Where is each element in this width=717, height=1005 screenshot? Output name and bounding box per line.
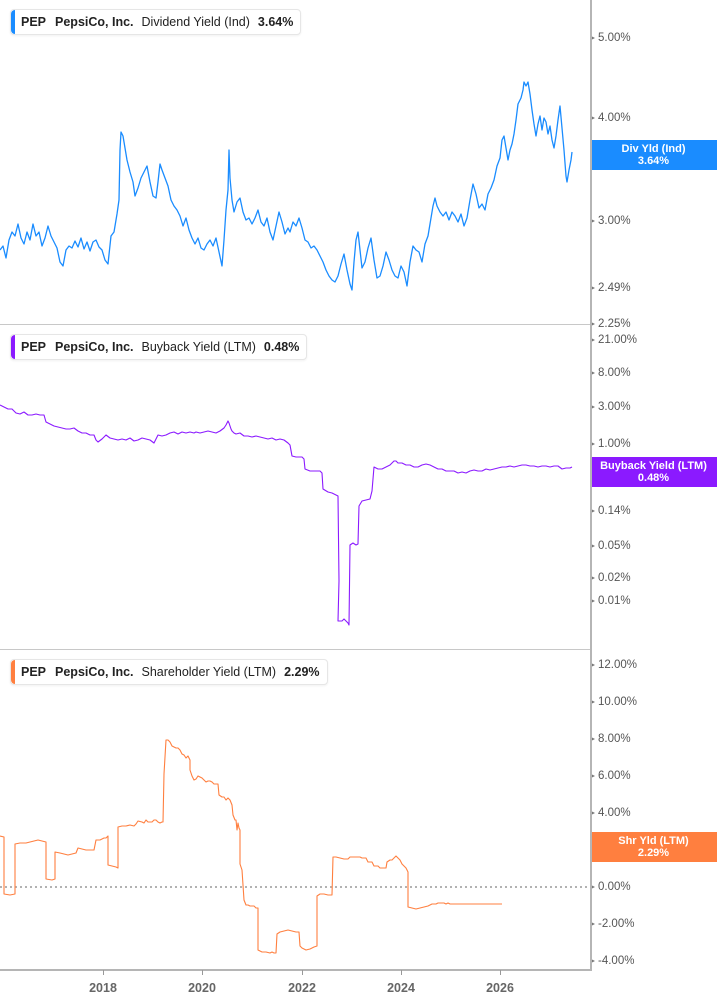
y-tick: 0.14% (591, 505, 631, 517)
shareholder-yield-panel: PEP PepsiCo, Inc. Shareholder Yield (LTM… (0, 650, 717, 970)
series-color-swatch (11, 660, 15, 684)
x-tick-mark (401, 970, 402, 975)
y-tick: 0.00% (591, 881, 631, 893)
y-tick: 8.00% (591, 367, 631, 379)
y-tick: 21.00% (590, 334, 638, 346)
x-tick-mark (302, 970, 303, 975)
x-tick-label: 2026 (486, 981, 514, 995)
y-tick: 2.49% (591, 282, 631, 294)
y-tick: 2.25% (591, 318, 631, 330)
y-tick: 0.05% (591, 540, 631, 552)
legend-company: PepsiCo, Inc. (55, 15, 134, 29)
dividend-yield-panel: PEP PepsiCo, Inc. Dividend Yield (Ind) 3… (0, 0, 717, 330)
legend-ticker: PEP (21, 15, 47, 29)
x-tick-mark (500, 970, 501, 975)
legend-metric: Shareholder Yield (LTM) (141, 665, 277, 679)
panel-divider (0, 649, 590, 650)
y-tick: 3.00% (591, 215, 631, 227)
legend-company: PepsiCo, Inc. (55, 665, 134, 679)
dividend-yield-legend: PEP PepsiCo, Inc. Dividend Yield (Ind) 3… (10, 9, 302, 35)
y-tick: -2.00% (590, 918, 635, 930)
y-tick: 5.00% (591, 32, 631, 44)
y-tick: 4.00% (591, 807, 631, 819)
y-tick: 4.00% (591, 112, 631, 124)
x-tick-label: 2024 (387, 981, 415, 995)
buyback-yield-line-plot (0, 404, 573, 626)
x-tick-label: 2018 (89, 981, 117, 995)
buyback-yield-panel: PEP PepsiCo, Inc. Buyback Yield (LTM) 0.… (0, 325, 717, 649)
buyback-yield-legend: PEP PepsiCo, Inc. Buyback Yield (LTM) 0.… (10, 334, 308, 360)
current-value-badge: Buyback Yield (LTM) 0.48% (590, 457, 717, 487)
panel-divider (0, 324, 590, 325)
y-tick: 10.00% (590, 696, 638, 708)
x-tick-mark (202, 970, 203, 975)
y-tick: 3.00% (591, 401, 631, 413)
badge-label: Shr Yld (LTM) (618, 835, 689, 847)
y-tick: 8.00% (591, 733, 631, 745)
legend-company: PepsiCo, Inc. (55, 340, 134, 354)
legend-metric: Dividend Yield (Ind) (141, 15, 250, 29)
badge-value: 3.64% (637, 155, 670, 167)
badge-value: 0.48% (637, 472, 670, 484)
current-value-badge: Div Yld (Ind) 3.64% (590, 140, 717, 170)
shareholder-yield-legend: PEP PepsiCo, Inc. Shareholder Yield (LTM… (10, 659, 328, 685)
x-tick-mark (103, 970, 104, 975)
x-tick-label: 2020 (188, 981, 216, 995)
y-axis-line (590, 0, 592, 971)
legend-value: 3.64% (257, 15, 294, 29)
legend-metric: Buyback Yield (LTM) (141, 340, 256, 354)
shareholder-yield-line-plot (0, 739, 590, 954)
badge-label: Buyback Yield (LTM) (600, 460, 707, 472)
legend-value: 2.29% (284, 665, 320, 679)
x-axis-line (0, 969, 592, 971)
y-tick: 6.00% (591, 770, 631, 782)
legend-ticker: PEP (21, 665, 47, 679)
badge-label: Div Yld (Ind) (621, 143, 686, 155)
y-tick: 0.02% (591, 572, 631, 584)
series-color-swatch (11, 10, 15, 34)
y-tick: 12.00% (590, 659, 638, 671)
dividend-yield-line-plot (0, 81, 573, 291)
x-tick-label: 2022 (288, 981, 316, 995)
y-tick: 1.00% (591, 438, 631, 450)
legend-value: 0.48% (263, 340, 300, 354)
current-value-badge: Shr Yld (LTM) 2.29% (590, 832, 717, 862)
legend-ticker: PEP (21, 340, 47, 354)
y-tick: 0.01% (591, 595, 631, 607)
y-tick: -4.00% (590, 955, 635, 967)
badge-value: 2.29% (637, 847, 670, 859)
series-color-swatch (11, 335, 15, 359)
